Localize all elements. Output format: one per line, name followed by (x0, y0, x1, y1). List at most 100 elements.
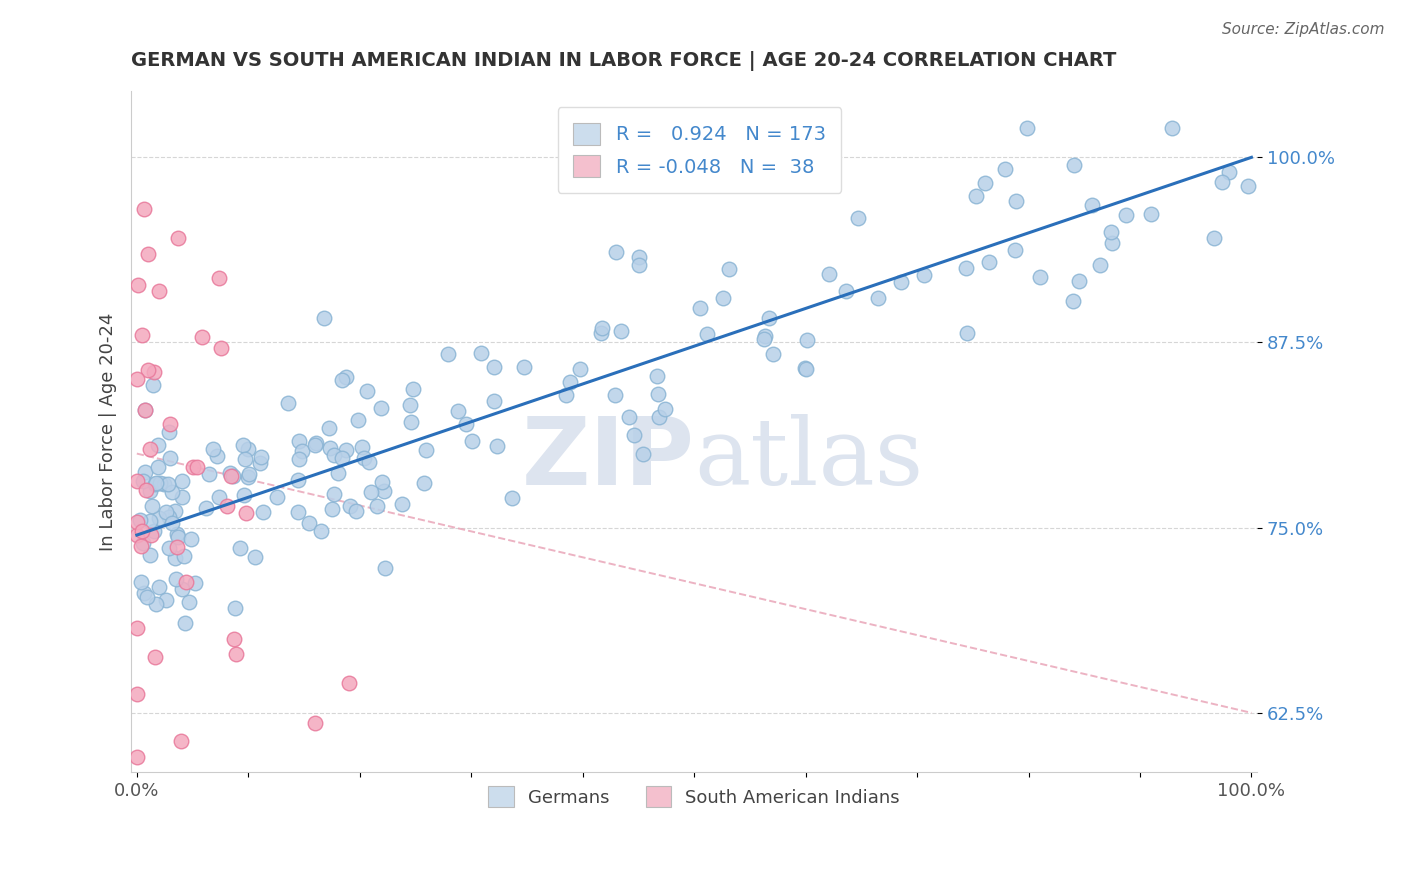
Legend: Germans, South American Indians: Germans, South American Indians (481, 779, 907, 814)
Point (184, 576, 207, 591)
Point (332, 450, 354, 465)
Point (956, 326, 979, 341)
Point (1204, 231, 1226, 245)
Point (166, 526, 188, 541)
Point (835, 285, 858, 299)
Point (173, 549, 195, 563)
Point (252, 505, 274, 519)
Point (461, 434, 484, 448)
Point (360, 484, 382, 499)
Point (347, 413, 370, 427)
Point (152, 476, 174, 491)
Point (447, 403, 470, 417)
Point (482, 394, 505, 409)
Point (249, 456, 271, 470)
Point (155, 505, 177, 519)
Point (323, 448, 346, 462)
Point (136, 591, 159, 605)
Point (145, 476, 167, 491)
Point (344, 504, 367, 518)
Point (191, 330, 214, 344)
Point (647, 410, 669, 425)
Point (229, 541, 252, 556)
Point (236, 470, 259, 484)
Point (157, 510, 180, 524)
Text: atlas: atlas (695, 414, 924, 504)
Point (125, 371, 148, 385)
Point (371, 475, 394, 489)
Point (335, 370, 357, 384)
Point (589, 326, 612, 340)
Point (143, 650, 166, 665)
Y-axis label: In Labor Force | Age 20-24: In Labor Force | Age 20-24 (100, 312, 117, 550)
Point (762, 347, 785, 361)
Point (132, 202, 155, 217)
Point (207, 449, 229, 463)
Point (356, 384, 378, 398)
Point (135, 483, 157, 498)
Point (155, 592, 177, 607)
Point (1062, 293, 1084, 308)
Point (224, 601, 246, 615)
Point (127, 278, 149, 293)
Point (125, 474, 148, 488)
Point (818, 267, 841, 281)
Point (163, 550, 186, 565)
Point (139, 484, 162, 499)
Point (1081, 198, 1104, 212)
Point (266, 490, 288, 504)
Point (846, 211, 869, 226)
Point (512, 359, 534, 374)
Point (793, 360, 815, 375)
Point (208, 271, 231, 285)
Point (139, 514, 162, 528)
Point (890, 275, 912, 289)
Point (127, 622, 149, 636)
Point (312, 310, 335, 325)
Point (224, 632, 246, 647)
Point (170, 490, 193, 504)
Point (1161, 120, 1184, 135)
Point (131, 328, 153, 343)
Point (141, 499, 163, 513)
Point (142, 524, 165, 539)
Point (569, 362, 592, 376)
Point (181, 460, 204, 475)
Point (194, 500, 217, 515)
Point (245, 550, 267, 565)
Point (148, 511, 170, 525)
Point (159, 417, 181, 431)
Point (711, 291, 734, 305)
Point (305, 436, 328, 450)
Point (654, 401, 676, 416)
Point (866, 291, 889, 305)
Point (143, 476, 166, 491)
Point (359, 455, 381, 469)
Point (633, 446, 655, 460)
Point (166, 530, 188, 544)
Point (1139, 206, 1161, 220)
Point (159, 450, 181, 465)
Point (318, 421, 340, 435)
Point (287, 505, 309, 519)
Point (558, 375, 581, 389)
Point (696, 327, 718, 342)
Point (335, 443, 357, 458)
Point (610, 324, 633, 338)
Point (201, 442, 224, 457)
Point (328, 466, 350, 480)
Point (207, 490, 229, 504)
Point (974, 177, 997, 191)
Point (401, 415, 423, 429)
Point (132, 474, 155, 488)
Point (647, 387, 669, 401)
Point (186, 459, 208, 474)
Point (222, 469, 245, 483)
Point (170, 734, 193, 748)
Point (129, 513, 152, 527)
Point (754, 329, 776, 343)
Point (172, 582, 194, 597)
Point (125, 528, 148, 542)
Point (339, 499, 361, 513)
Point (412, 476, 434, 491)
